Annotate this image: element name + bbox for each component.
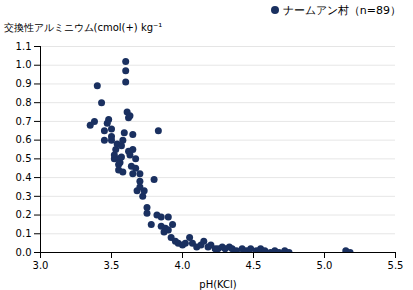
svg-text:0.3: 0.3 [16,191,32,202]
svg-text:0.2: 0.2 [16,209,32,220]
svg-text:交換性アルミニウム(cmol(+) kg⁻¹: 交換性アルミニウム(cmol(+) kg⁻¹ [4,22,163,33]
svg-text:4.0: 4.0 [175,260,191,271]
svg-text:0.5: 0.5 [16,153,32,164]
svg-text:0.9: 0.9 [16,78,32,89]
svg-text:5.5: 5.5 [388,260,404,271]
svg-text:0.0: 0.0 [16,247,32,258]
svg-text:3.0: 3.0 [33,260,49,271]
html-text:ナームアン村（n=89）: ナームアン村（n=89） [282,3,401,17]
svg-text:1.0: 1.0 [16,59,32,70]
svg-text:3.5: 3.5 [104,260,120,271]
svg-text:0.1: 0.1 [16,228,32,239]
svg-text:0.6: 0.6 [16,134,32,145]
svg-text:0.8: 0.8 [16,97,32,108]
svg-text:pH(KCl): pH(KCl) [199,279,237,290]
svg-text:5.0: 5.0 [317,260,333,271]
svg-text:1.1: 1.1 [16,41,32,52]
svg-text:0.7: 0.7 [16,116,32,127]
svg-text:0.4: 0.4 [16,172,32,183]
svg-text:4.5: 4.5 [246,260,262,271]
